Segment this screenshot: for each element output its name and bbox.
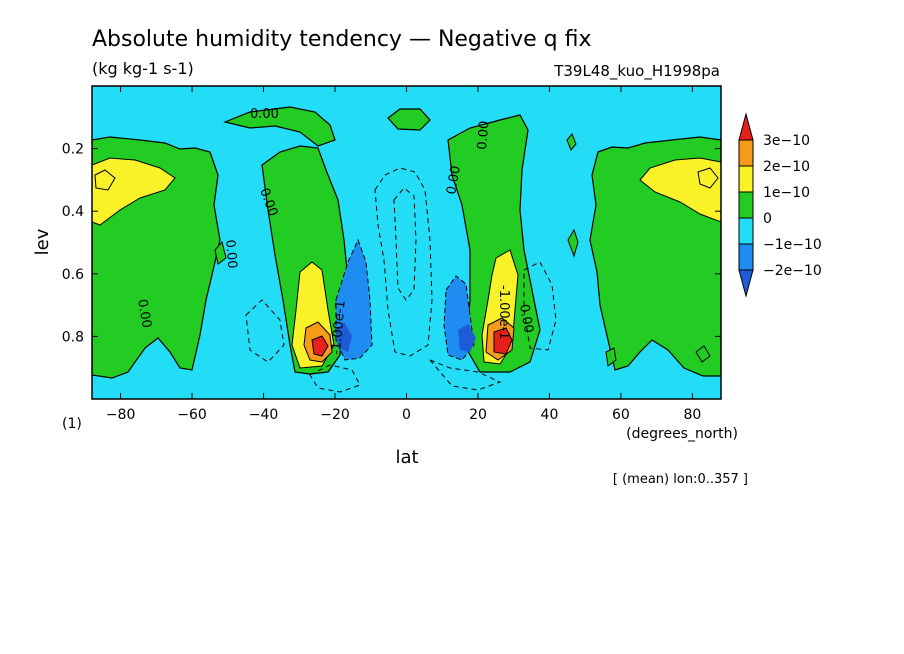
x-tick-label: −80 [106,407,136,423]
contour-label: 0.00 [516,303,536,334]
x-tick-label: 40 [541,407,559,423]
feature-small-3 [695,345,711,363]
x-tick-label: 60 [612,407,630,423]
x-tick-label: 0 [402,407,411,423]
region-upper-green [223,106,336,147]
contour-neg-4 [523,261,557,351]
contour-label: 0.00 [134,298,154,329]
contour-label: -1.00e-1 [329,300,349,356]
contour-label: -1.00e-1 [496,285,511,340]
x-axis-title: lat [395,447,418,468]
y-axis-title: lev [32,228,53,255]
contour-neg-2 [393,187,417,301]
region-sh-polar-max [92,157,176,226]
colorbar-box [738,191,754,219]
colorbar-min-triangle [738,269,754,298]
x-axis: −80 −60 −40 −20 0 20 40 60 80 [106,86,701,423]
colorbar-label: 0 [763,211,772,227]
y-tick-label: 0.6 [62,267,84,283]
colorbar-max-triangle [738,112,754,141]
colorbar-label: 1e−10 [763,185,810,201]
y-axis: 0.2 0.4 0.6 0.8 [62,142,721,345]
contour-label: 0.00 [250,107,279,122]
chart-title: Absolute humidity tendency — Negative q … [92,27,592,52]
contour-neg-5 [429,359,502,391]
colorbar-box [738,217,754,245]
x-tick-label: 20 [469,407,487,423]
colorbar-box [738,243,754,271]
colorbar-label: −1e−10 [763,237,822,253]
feature-small-4 [605,347,617,367]
page-marker: (1) [62,416,82,432]
x-tick-label: −20 [320,407,350,423]
x-tick-label: −60 [177,407,207,423]
feature-small-1 [567,228,579,258]
region-upper-green-nh [387,108,431,131]
colorbar: 3e−10 2e−10 1e−10 0 −1e−10 −2e−10 [738,112,822,298]
mean-note: [ (mean) lon:0..357 ] [613,472,748,487]
x-tick-label: −40 [249,407,279,423]
chart-units: (kg kg-1 s-1) [92,59,194,78]
region-nh-polar-max [639,157,721,223]
colorbar-label: −2e−10 [763,263,822,279]
contour-label: 0.00 [444,165,464,196]
x-tick-label: 80 [683,407,701,423]
plot-area: 0.00 0.00 0.00 0.00 0.00 0.00 0.00 -1.00… [92,86,721,399]
contour-label: 0.00 [222,239,239,269]
contour-label: 0.00 [475,120,492,150]
colorbar-box [738,165,754,193]
colorbar-label: 2e−10 [763,159,810,175]
y-tick-label: 0.4 [62,204,84,220]
nh-polar-max-inner [697,167,719,189]
contour-neg-1 [374,167,433,357]
region-nh-subtropical-green [447,114,541,373]
region-nh-negative-deep [458,324,476,352]
contour-neg-6 [309,364,361,393]
sh-polar-max-inner [94,169,116,191]
colorbar-label: 3e−10 [763,133,810,149]
x-units: (degrees_north) [626,426,738,442]
region-nh-core-red [493,327,513,355]
y-tick-label: 0.8 [62,329,84,345]
feature-small-2 [566,133,577,151]
run-id: T39L48_kuo_H1998pa [553,62,720,81]
colorbar-box [738,139,754,167]
region-sh-core-red [311,335,329,357]
y-tick-label: 0.2 [62,142,84,158]
region-sh-negative-deep [336,322,352,352]
contour-neg-3 [245,299,285,363]
feature-small-5 [214,240,227,265]
